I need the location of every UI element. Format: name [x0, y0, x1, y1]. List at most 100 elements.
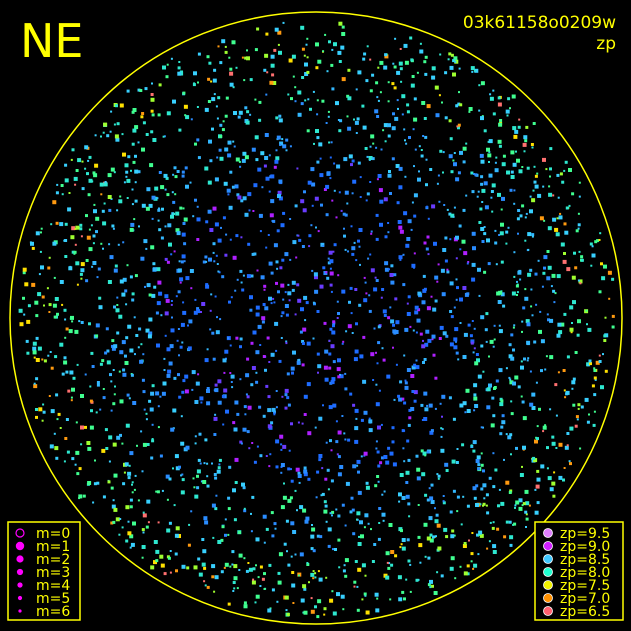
star [275, 260, 279, 264]
star [214, 507, 218, 511]
star [203, 462, 206, 465]
star [216, 263, 219, 265]
star [598, 290, 602, 294]
star [472, 246, 476, 251]
horizon-circle [9, 11, 623, 625]
star [292, 75, 295, 78]
star [406, 312, 411, 316]
star [411, 365, 416, 370]
star [477, 463, 481, 467]
star [431, 66, 436, 71]
star [101, 448, 106, 453]
star [276, 267, 279, 270]
star [100, 193, 103, 196]
star [290, 422, 293, 426]
star [432, 535, 435, 539]
star [84, 145, 89, 150]
star [284, 388, 289, 393]
star [269, 453, 272, 456]
star [335, 216, 338, 219]
star [357, 161, 361, 165]
star [454, 327, 459, 332]
star [348, 300, 351, 304]
star [299, 330, 303, 334]
star [510, 453, 512, 456]
star [286, 396, 290, 400]
star [531, 146, 534, 149]
star [363, 52, 367, 56]
star [324, 349, 329, 354]
star [370, 528, 372, 531]
star [169, 550, 172, 552]
star [131, 203, 134, 206]
star [351, 332, 354, 334]
star [463, 332, 468, 337]
star [152, 138, 157, 142]
star [483, 270, 487, 274]
star [445, 334, 449, 338]
star [277, 194, 281, 198]
star [325, 441, 328, 444]
star [307, 180, 312, 185]
star [337, 514, 341, 518]
star [310, 547, 314, 551]
star [394, 116, 399, 121]
star [325, 213, 329, 217]
star [304, 99, 307, 102]
star [306, 563, 310, 566]
star [289, 218, 292, 220]
star [521, 504, 524, 507]
star [303, 295, 308, 300]
star [465, 194, 468, 197]
star [389, 306, 392, 309]
star [145, 133, 149, 136]
star [530, 288, 533, 291]
star [183, 242, 187, 246]
star [375, 81, 379, 85]
star [245, 393, 248, 396]
star [297, 359, 301, 363]
star [264, 368, 267, 372]
star [195, 381, 200, 386]
star [553, 301, 556, 304]
star [88, 155, 92, 159]
star [302, 611, 305, 614]
star [317, 570, 320, 573]
star [209, 159, 213, 163]
star [216, 156, 219, 159]
star [131, 481, 134, 484]
star [571, 322, 573, 324]
star [280, 505, 285, 510]
star [86, 235, 91, 240]
star [35, 377, 39, 381]
star [418, 170, 420, 173]
star [421, 472, 426, 477]
star [552, 494, 556, 498]
star [109, 373, 112, 377]
star [71, 387, 75, 392]
star [459, 565, 462, 568]
star [391, 126, 396, 131]
star [30, 241, 34, 246]
star [501, 196, 505, 201]
star [466, 292, 470, 296]
star [301, 76, 305, 79]
star [599, 232, 602, 235]
star [374, 484, 378, 488]
star [459, 322, 462, 324]
star [564, 396, 567, 399]
star [436, 280, 439, 283]
star [549, 167, 552, 171]
star [394, 330, 399, 334]
star [206, 475, 209, 478]
star [206, 389, 210, 393]
star [363, 276, 366, 279]
star [212, 251, 215, 254]
star [456, 448, 459, 450]
star [158, 83, 162, 87]
star [160, 236, 164, 240]
star [377, 174, 382, 178]
star [276, 229, 280, 233]
star [572, 403, 576, 407]
star [509, 380, 514, 385]
